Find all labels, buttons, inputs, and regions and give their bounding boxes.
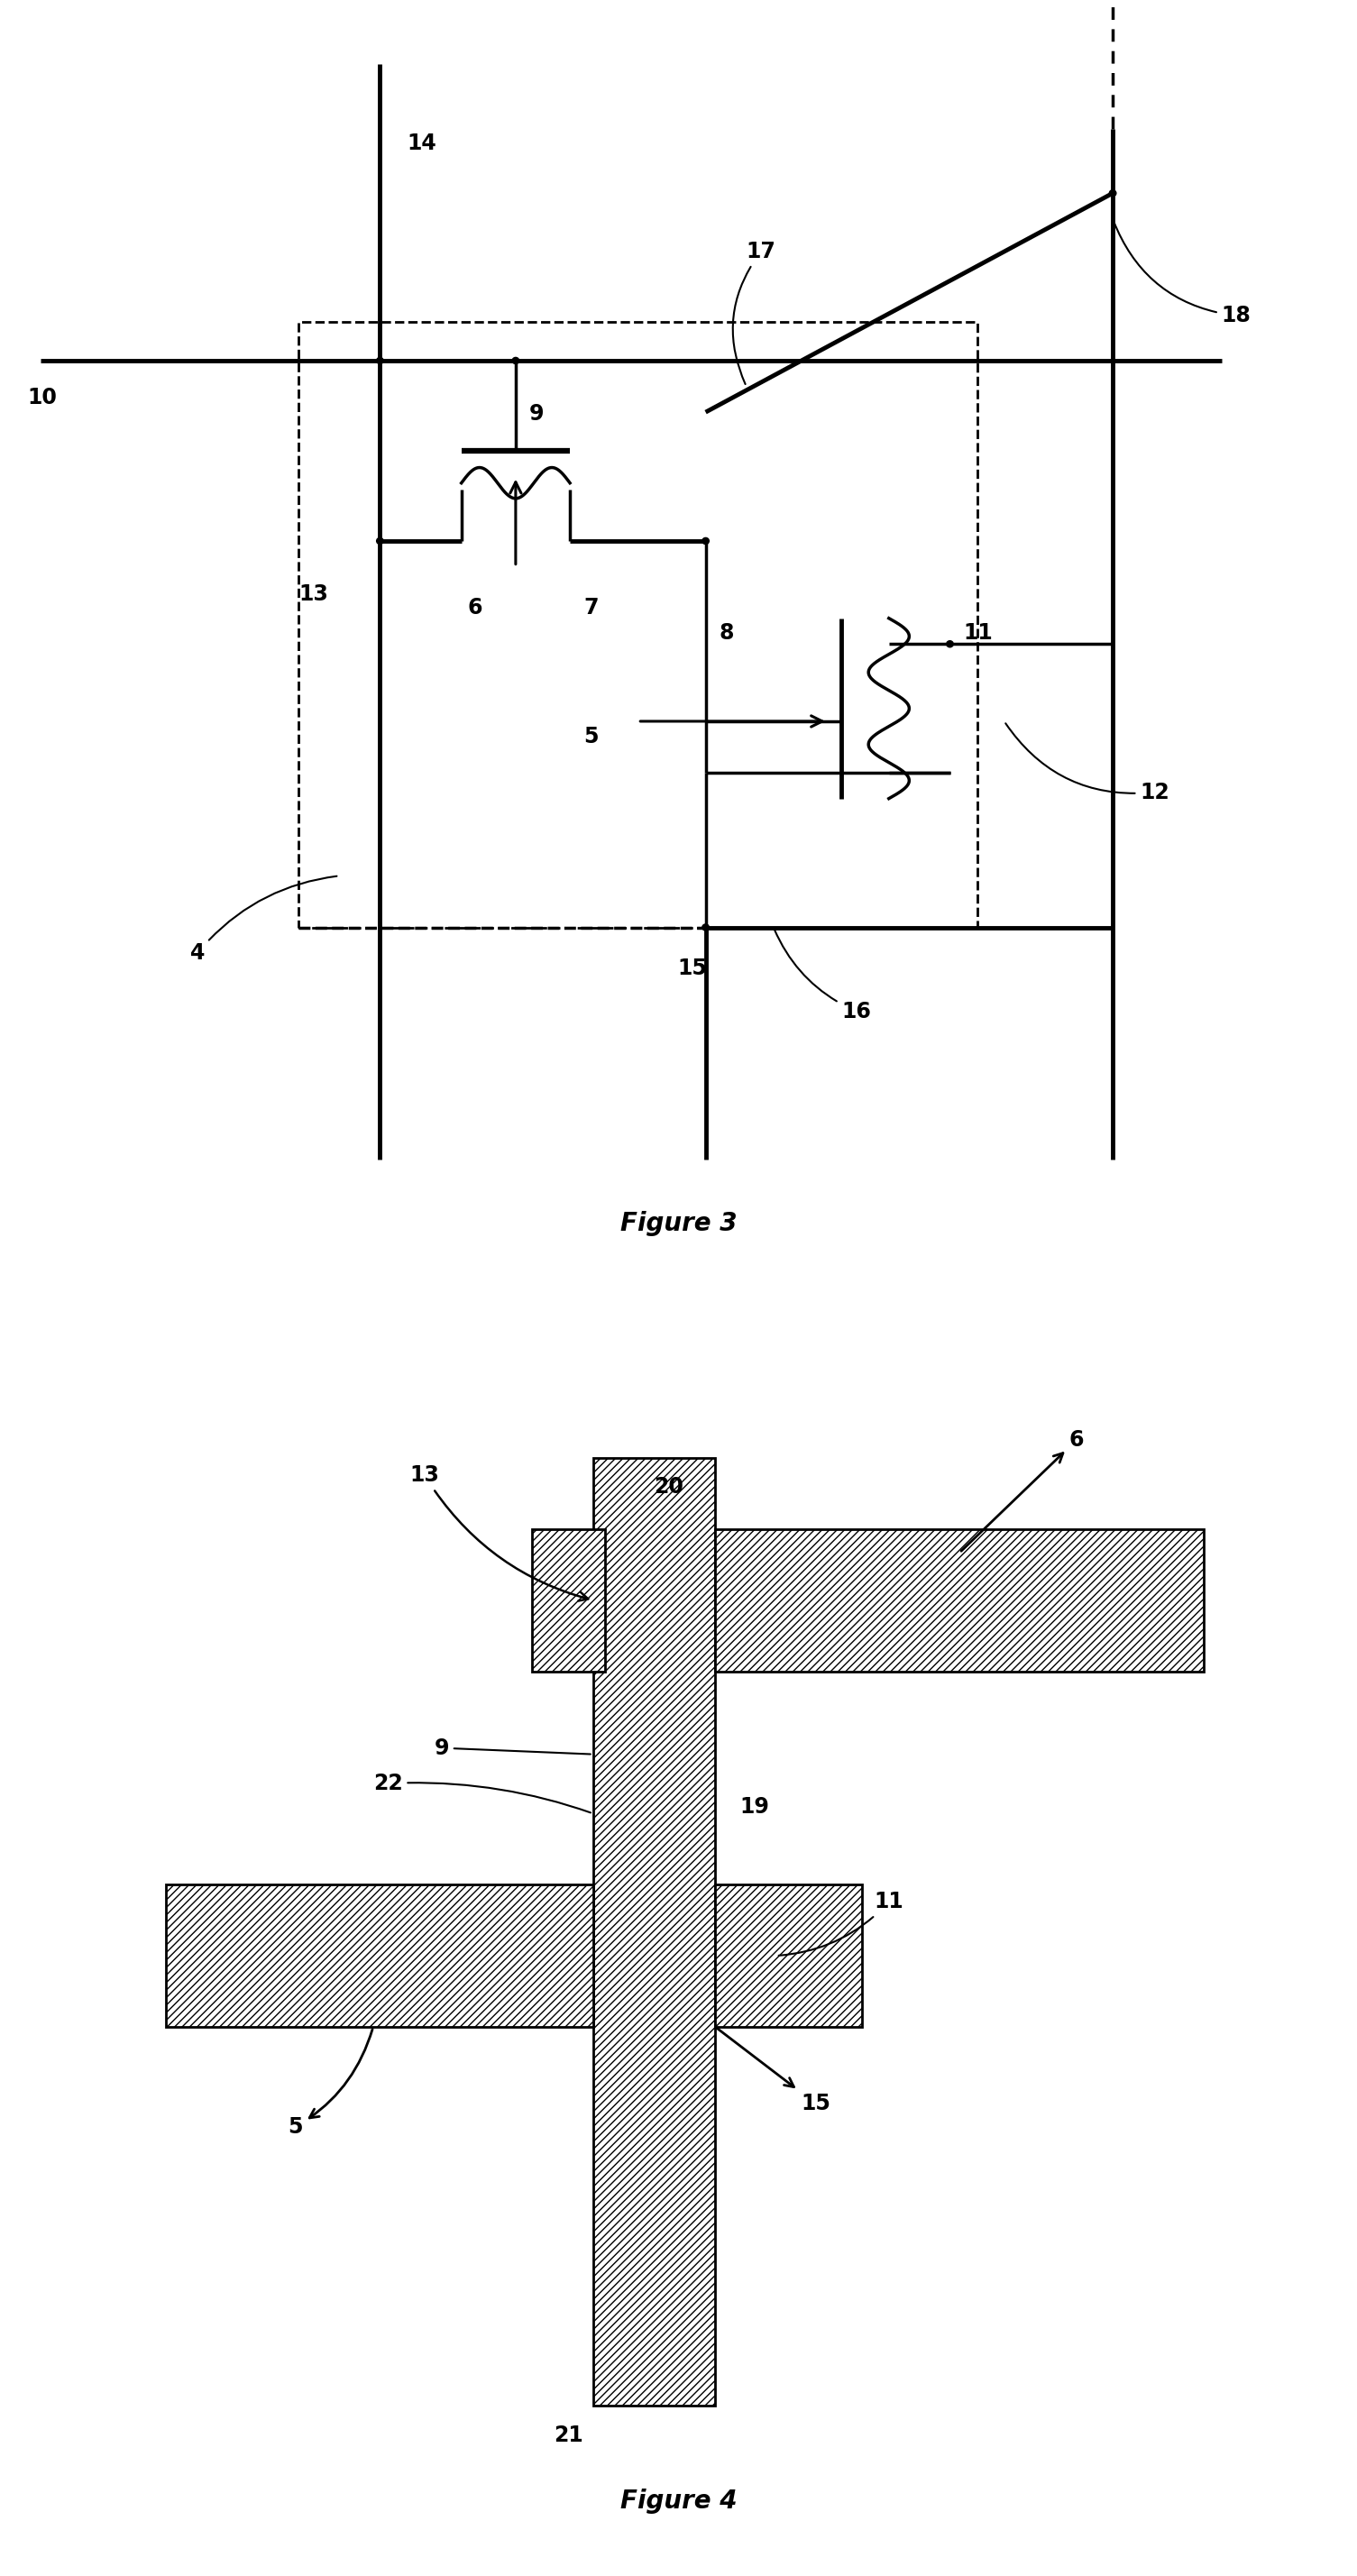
Text: Figure 3: Figure 3 (620, 1211, 737, 1236)
Text: 10: 10 (27, 386, 57, 407)
Text: 12: 12 (1006, 724, 1170, 804)
Bar (593, 1458, 715, 2406)
Text: 5: 5 (288, 2030, 372, 2138)
Circle shape (703, 925, 710, 930)
Circle shape (377, 358, 384, 363)
Text: 16: 16 (775, 930, 871, 1023)
Text: 13: 13 (299, 585, 328, 605)
Text: 8: 8 (719, 623, 734, 644)
Circle shape (1110, 191, 1117, 196)
Bar (166, 1886, 593, 2027)
Bar (715, 1886, 862, 2027)
Circle shape (703, 538, 710, 544)
Text: Figure 4: Figure 4 (620, 2488, 737, 2514)
Text: 11: 11 (963, 623, 993, 644)
Text: 9: 9 (434, 1736, 590, 1759)
Text: 13: 13 (410, 1466, 588, 1600)
Circle shape (513, 358, 520, 363)
Bar (532, 1530, 605, 1672)
Text: 21: 21 (554, 2424, 584, 2447)
Circle shape (947, 641, 954, 647)
Text: 18: 18 (1114, 222, 1251, 327)
Text: 15: 15 (677, 958, 707, 979)
Text: 20: 20 (654, 1476, 684, 1499)
Text: 6: 6 (468, 598, 482, 618)
Text: 4: 4 (190, 876, 337, 963)
Text: 9: 9 (529, 404, 544, 425)
Text: 5: 5 (584, 726, 598, 747)
Text: 22: 22 (373, 1772, 590, 1814)
Circle shape (377, 538, 384, 544)
Text: 7: 7 (584, 598, 598, 618)
Bar (299, 322, 977, 927)
Text: 11: 11 (779, 1891, 904, 1955)
Text: 14: 14 (407, 134, 437, 155)
Text: 6: 6 (961, 1430, 1084, 1551)
Text: 17: 17 (733, 240, 776, 384)
Text: 19: 19 (740, 1795, 769, 1819)
Text: 15: 15 (716, 2027, 830, 2115)
Bar (715, 1530, 1204, 1672)
